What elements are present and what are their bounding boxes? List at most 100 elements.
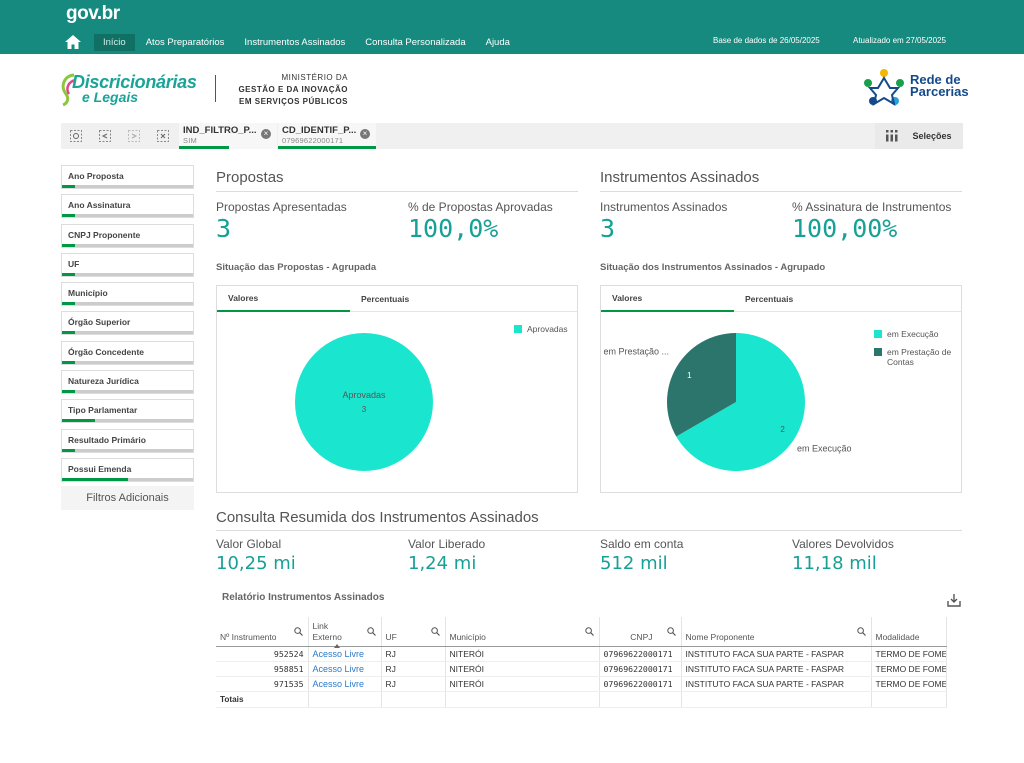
nav-ajuda[interactable]: Ajuda (485, 36, 510, 48)
filter-track (62, 214, 193, 218)
acesso-livre-link[interactable]: Acesso Livre (308, 676, 382, 693)
table-row[interactable]: 971535 Acesso Livre RJ NITERÓI 0796962200017… (216, 676, 947, 693)
filter-resultado-primario[interactable]: Resultado Primário (61, 428, 194, 453)
acesso-livre-link[interactable]: Acesso Livre (308, 646, 382, 662)
column-header[interactable]: Nº Instrumento (216, 617, 309, 647)
nav-inicio[interactable]: Início (94, 33, 135, 51)
filter-tipo-parlamentar[interactable]: Tipo Parlamentar (61, 399, 194, 424)
home-icon[interactable] (58, 32, 88, 52)
rede-parcerias-logo: Rede de Parcerias (862, 68, 969, 109)
close-icon[interactable]: × (261, 129, 271, 139)
filter-fill (62, 390, 76, 394)
filter-orgao-concedente[interactable]: Órgão Concedente (61, 340, 194, 365)
table-cell: INSTITUTO FACA SUA PARTE - FASPAR (681, 661, 872, 678)
table-cell (599, 691, 682, 709)
filter-municipio[interactable]: Município (61, 282, 194, 307)
search-icon[interactable] (430, 627, 440, 636)
extra-filters-button[interactable]: Filtros Adicionais (61, 486, 194, 511)
filter-track (62, 360, 193, 364)
column-header-label: Nome Proponente (685, 631, 755, 642)
slice-value: 1 (687, 371, 692, 380)
step-back-icon[interactable] (99, 130, 111, 142)
column-header[interactable]: Link Externo (308, 617, 382, 648)
table-row[interactable]: 958851 Acesso Livre RJ NITERÓI 0796962200017… (216, 661, 947, 678)
acesso-livre-link[interactable]: Acesso Livre (308, 661, 382, 678)
table-cell (871, 691, 947, 709)
kpi-saldo-label: Saldo em conta (600, 537, 684, 551)
filter-track (62, 272, 193, 276)
filter-fill (62, 360, 76, 364)
filter-ano-proposta[interactable]: Ano Proposta (61, 165, 194, 189)
tab-valores[interactable]: Valores (217, 286, 350, 312)
brand-line1: Discricionárias (72, 72, 197, 92)
legend-item-em-prestacao[interactable]: em Prestação de Contas (874, 347, 960, 367)
selection-chip-ind-filtro[interactable]: IND_FILTRO_P... SIM × (179, 123, 277, 149)
ministry-line1: MINISTÉRIO DA (281, 73, 348, 82)
tab-valores[interactable]: Valores (601, 286, 734, 312)
column-header[interactable]: CNPJ (599, 617, 682, 647)
column-header-label: Modalidade (875, 631, 920, 642)
table-cell: TERMO DE FOMENTO (871, 676, 947, 693)
close-icon[interactable]: × (360, 129, 370, 139)
clear-selections-icon[interactable] (157, 130, 169, 142)
column-header-label: Link Externo (312, 620, 342, 642)
step-forward-icon[interactable] (128, 130, 140, 142)
updated-date: Atualizado em 27/05/2025 (853, 36, 946, 45)
kpi-assinatura-label: % Assinatura de Instrumentos (792, 200, 952, 214)
legend-swatch (874, 330, 882, 338)
selection-chip-cd-identif[interactable]: CD_IDENTIF_P... 07969622000171 × (278, 123, 376, 149)
filter-cnpj-proponente[interactable]: CNPJ Proponente (61, 223, 194, 248)
kpi-saldo-value: 512 mil (600, 553, 668, 574)
search-icon[interactable] (366, 627, 376, 636)
pie-slice-aprovadas[interactable] (295, 333, 433, 471)
tab-percentuais[interactable]: Percentuais (745, 294, 794, 304)
column-header[interactable]: Nome Proponente (681, 617, 872, 647)
search-icon[interactable] (293, 627, 303, 636)
rede-line1: Rede de (910, 72, 961, 87)
nav-atos-preparatorios[interactable]: Atos Preparatórios (145, 36, 225, 48)
filter-fill (62, 419, 95, 423)
filter-label: Natureza Jurídica (68, 376, 139, 387)
filter-natureza-juridica[interactable]: Natureza Jurídica (61, 370, 194, 395)
filter-label: UF (68, 258, 80, 269)
filter-track (62, 448, 193, 452)
propostas-pie-chart[interactable]: Aprovadas 3 (217, 312, 577, 492)
gov-logo[interactable]: gov.br (66, 3, 120, 24)
table-row[interactable]: 952524 Acesso Livre RJ NITERÓI 0796962200017… (216, 646, 947, 662)
consulta-title: Consulta Resumida dos Instrumentos Assin… (216, 509, 539, 526)
base-date: Base de dados de 26/05/2025 (713, 36, 820, 45)
download-icon[interactable] (947, 593, 961, 607)
table-cell: TERMO DE FOMENTO (871, 646, 947, 662)
brand-logo: Discricionárias e Legais (60, 72, 197, 105)
pie-slice-em-execucao[interactable] (676, 333, 805, 471)
table-cell (308, 691, 382, 709)
filter-ano-assinatura[interactable]: Ano Assinatura (61, 194, 194, 219)
tab-percentuais[interactable]: Percentuais (361, 294, 410, 304)
instrumentos-title: Instrumentos Assinados (600, 169, 760, 186)
legend-item-em-execucao[interactable]: em Execução (874, 329, 939, 339)
filter-track (62, 331, 193, 335)
search-icon[interactable] (584, 627, 594, 636)
table-cell (381, 691, 446, 709)
legend-label: Aprovadas (527, 324, 568, 334)
nav-instrumentos-assinados[interactable]: Instrumentos Assinados (244, 36, 346, 48)
kpi-devolvidos-label: Valores Devolvidos (792, 537, 894, 551)
instrumentos-pie-chart[interactable]: 2 em Execução 1 em Prestação ... (601, 312, 961, 492)
filter-possui-emenda[interactable]: Possui Emenda (61, 457, 194, 482)
column-header[interactable]: UF (381, 617, 446, 647)
filter-uf[interactable]: UF (61, 252, 194, 277)
report-table: Nº Instrumento Link Externo UF Município CNP… (216, 617, 947, 709)
pie-slice-em-prestacao[interactable] (667, 333, 736, 437)
column-header[interactable]: Município (445, 617, 600, 647)
nav-consulta-personalizada[interactable]: Consulta Personalizada (365, 36, 466, 48)
column-header-label: Município (449, 631, 486, 642)
search-icon[interactable] (666, 627, 676, 636)
column-header[interactable]: Modalidade (871, 617, 947, 647)
selections-button[interactable]: Seleções (875, 123, 963, 149)
search-icon[interactable] (856, 627, 866, 636)
smart-search-icon[interactable] (70, 130, 82, 142)
table-cell: RJ (381, 661, 446, 678)
legend-item-aprovadas[interactable]: Aprovadas (514, 324, 568, 334)
filter-orgao-superior[interactable]: Órgão Superior (61, 311, 194, 336)
chip-name: IND_FILTRO_P... (183, 125, 257, 136)
